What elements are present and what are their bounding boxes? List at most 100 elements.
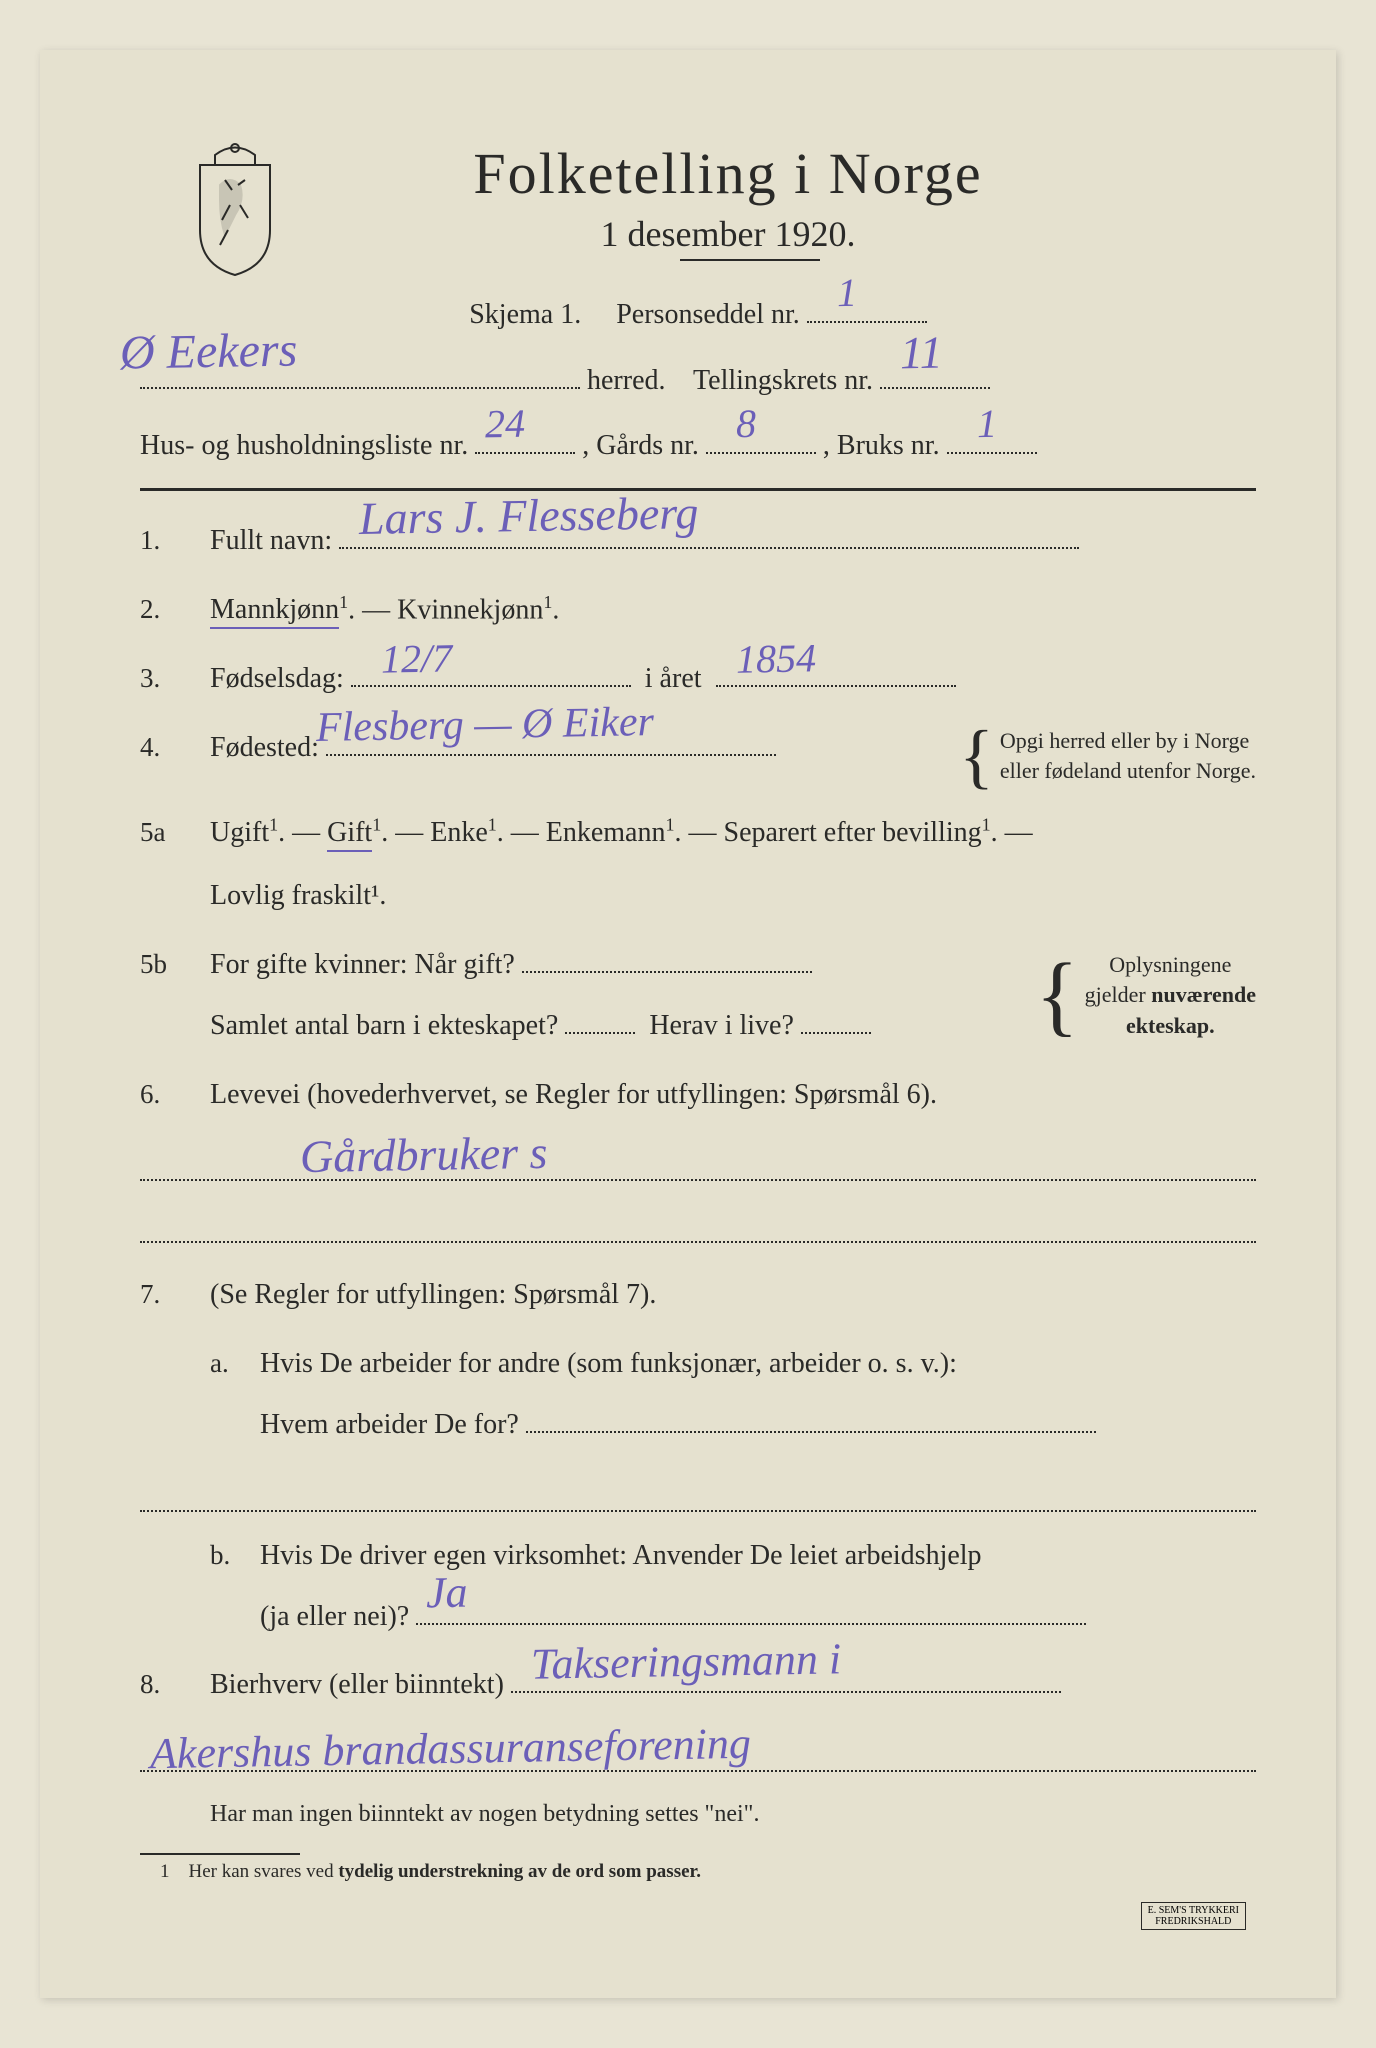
q4-note-2: eller fødeland utenfor Norge. [1000, 756, 1256, 787]
question-7b: b. Hvis De driver egen virksomhet: Anven… [140, 1534, 1256, 1640]
q2-number: 2. [140, 588, 210, 631]
footnote-rule [140, 1853, 300, 1855]
printer-line1: E. SEM'S TRYKKERI [1148, 1905, 1239, 1916]
q4-note-1: Opgi herred eller by i Norge [1000, 726, 1256, 757]
q7a-field [526, 1431, 1096, 1433]
q1-number: 1. [140, 519, 210, 562]
q8-note: Har man ingen biinntekt av nogen betydni… [210, 1794, 1256, 1835]
q7b-number: b. [210, 1534, 260, 1577]
q8-label: Bierhverv (eller biinntekt) [210, 1669, 504, 1700]
brace-icon: { [959, 731, 994, 781]
q3-day-value: 12/7 [380, 626, 452, 691]
q7-label: (Se Regler for utfyllingen: Spørsmål 7). [210, 1279, 656, 1310]
herred-field: Ø Eekers [140, 387, 580, 389]
q3-mid: i året [645, 663, 702, 694]
q5b-number: 5b [140, 943, 210, 986]
question-6: 6. Levevei (hovederhvervet, se Regler fo… [140, 1073, 1256, 1118]
q8-number: 8. [140, 1663, 210, 1706]
q5b-note2: gjelder nuværende [1085, 980, 1256, 1011]
question-5a: 5a Ugift1. — Gift1. — Enke1. — Enkemann1… [140, 811, 1256, 919]
q7a-text2: Hvem arbeider De for? [260, 1409, 519, 1440]
q5b-label2: Samlet antal barn i ekteskapet? [210, 1010, 558, 1041]
q3-year-field: 1854 [716, 685, 956, 687]
form-title: Folketelling i Norge [200, 140, 1256, 207]
husliste-field: 24 [475, 452, 575, 454]
q6-label: Levevei (hovederhvervet, se Regler for u… [210, 1079, 937, 1110]
question-7: 7. (Se Regler for utfyllingen: Spørsmål … [140, 1273, 1256, 1318]
q7b-text2: (ja eller nei)? [260, 1601, 409, 1632]
footnote-text: Her kan svares ved tydelig understreknin… [189, 1861, 701, 1882]
q2-sup1: 1 [339, 592, 348, 612]
q5b-note1: Oplysningene [1085, 950, 1256, 981]
question-3: 3. Fødselsdag: 12/7 i året 1854 [140, 657, 1256, 702]
q7-number: 7. [140, 1273, 210, 1316]
form-schema-line: Skjema 1. Personseddel nr. 1 [140, 291, 1256, 339]
q8-value-1: Takseringsmann i [530, 1624, 841, 1700]
herred-line: Ø Eekers herred. Tellingskrets nr. 11 [140, 357, 1256, 405]
q1-value: Lars J. Flesseberg [359, 476, 700, 556]
q6-value: Gårdbruker s [300, 1126, 548, 1183]
husliste-label: Hus- og husholdningsliste nr. [140, 430, 468, 461]
q7a-text1: Hvis De arbeider for andre (som funksjon… [260, 1342, 1256, 1387]
brace-icon: { [1035, 964, 1078, 1027]
question-7a: a. Hvis De arbeider for andre (som funks… [140, 1342, 1256, 1448]
question-2: 2. Mannkjønn1. — Kvinnekjønn1. [140, 588, 1256, 633]
q5b-note-group: { Oplysningene gjelder nuværende ekteska… [1029, 950, 1256, 1042]
footnote-marker: 1 [160, 1861, 170, 1882]
q7b-text1: Hvis De driver egen virksomhet: Anvender… [260, 1534, 1256, 1579]
q5b-label1: For gifte kvinner: Når gift? [210, 949, 515, 980]
q6-number: 6. [140, 1073, 210, 1116]
q2-rest: . — Kvinnekjønn [348, 594, 543, 625]
printer-mark: E. SEM'S TRYKKERI FREDRIKSHALD [1141, 1902, 1246, 1930]
q6-field-1: Gårdbruker s [140, 1141, 1256, 1181]
question-4: 4. Fødested: Flesberg — Ø Eiker { Opgi h… [140, 726, 1256, 788]
q5a-text: Ugift1. — Gift1. — Enke1. — Enkemann1. —… [210, 817, 1033, 848]
q4-label: Fødested: [210, 732, 319, 763]
q5b-label3: Herav i live? [649, 1010, 794, 1041]
question-1: 1. Fullt navn: Lars J. Flesseberg [140, 519, 1256, 564]
q7b-field: Ja [416, 1623, 1086, 1625]
q4-value: Flesberg — Ø Eiker [315, 689, 654, 762]
q3-label: Fødselsdag: [210, 663, 344, 694]
bruks-label: , Bruks nr. [823, 430, 940, 461]
q4-field: Flesberg — Ø Eiker [326, 754, 776, 756]
gards-field: 8 [706, 452, 816, 454]
personseddel-value: 1 [836, 259, 857, 327]
question-5b: 5b For gifte kvinner: Når gift? Samlet a… [140, 943, 1256, 1049]
form-date: 1 desember 1920. [200, 213, 1256, 255]
husliste-value: 24 [485, 390, 526, 459]
bruks-field: 1 [947, 452, 1037, 454]
q7b-value: Ja [426, 1558, 469, 1629]
tellingskrets-label: Tellingskrets nr. [693, 365, 873, 396]
printer-line2: FREDRIKSHALD [1148, 1916, 1239, 1927]
q7a-number: a. [210, 1342, 260, 1385]
q5b-note3: ekteskap. [1085, 1011, 1256, 1042]
q5b-field3 [801, 1032, 871, 1034]
q1-label: Fullt navn: [210, 525, 332, 556]
q7a-field-2 [140, 1472, 1256, 1512]
skjema-label: Skjema 1. [469, 299, 581, 330]
tellingskrets-value: 11 [899, 314, 943, 393]
gards-label: , Gårds nr. [582, 430, 699, 461]
form-header: Folketelling i Norge 1 desember 1920. [140, 140, 1256, 261]
q8-value-2: Akershus brandassuranseforening [150, 1718, 752, 1779]
q5b-field2 [565, 1032, 635, 1034]
q2-mannkjonn: Mannkjønn [210, 594, 339, 629]
q4-number: 4. [140, 726, 210, 769]
herred-label: herred. [587, 365, 666, 396]
norway-coat-of-arms-icon [180, 130, 290, 280]
q4-note-group: { Opgi herred eller by i Norge eller fød… [953, 726, 1256, 788]
tellingskrets-field: 11 [880, 387, 990, 389]
personseddel-label: Personseddel nr. [616, 299, 800, 330]
q8-field-1: Takseringsmann i [511, 1691, 1061, 1693]
herred-value: Ø Eekers [119, 309, 298, 394]
q5a-text2: Lovlig fraskilt¹. [210, 874, 1256, 919]
census-form-page: Folketelling i Norge 1 desember 1920. Sk… [40, 50, 1336, 1998]
q2-end: . [552, 594, 559, 625]
bruks-value: 1 [976, 390, 997, 458]
q6-field-2 [140, 1203, 1256, 1243]
q3-number: 3. [140, 657, 210, 700]
q5b-field1 [522, 971, 812, 973]
q2-sup2: 1 [543, 592, 552, 612]
q1-field: Lars J. Flesseberg [339, 547, 1079, 549]
